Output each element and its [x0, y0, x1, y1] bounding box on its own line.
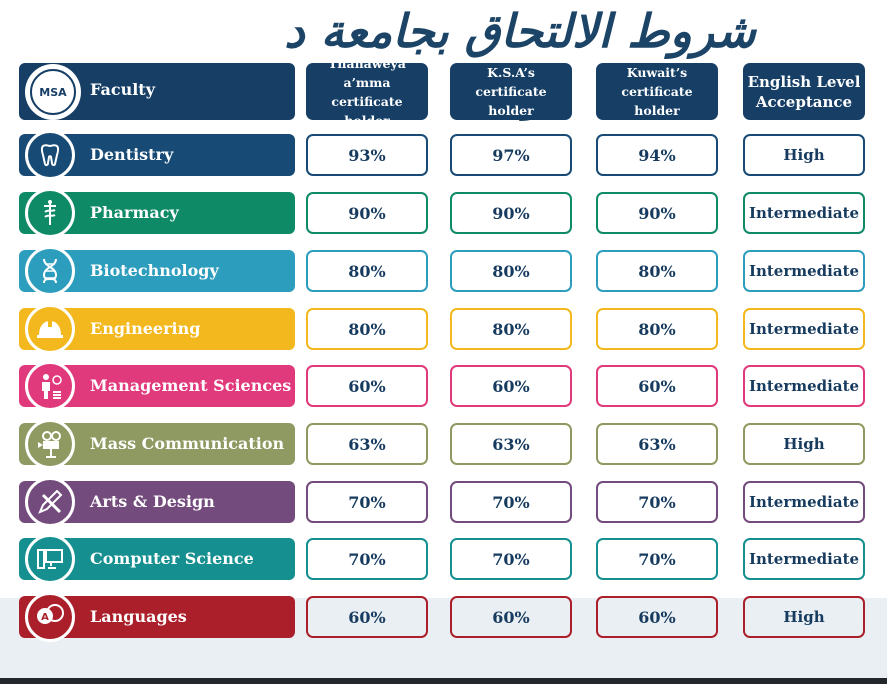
kuwait-cell: 70%: [596, 481, 718, 523]
thanaweya-header: Thanaweya a’mma certificate holder: [306, 56, 428, 128]
kuwait-cell: 70%: [596, 538, 718, 580]
computer-icon: [25, 534, 75, 584]
ksa-cell: 60%: [450, 596, 572, 638]
faculty-name: Languages: [90, 607, 187, 626]
faculty-name: Arts & Design: [90, 492, 215, 511]
page-title: شروط الالتحاق بجامعة د نوال: [284, 4, 756, 120]
hard-hat-icon: [25, 304, 75, 354]
kuwait-header: Kuwait’s certificate holder: [596, 63, 718, 120]
kuwait-cell: 90%: [596, 192, 718, 234]
english-cell: Intermediate: [743, 365, 865, 407]
kuwait-cell: 60%: [596, 596, 718, 638]
english-level-header: English Level Acceptance: [743, 63, 865, 120]
ksa-cell: 60%: [450, 365, 572, 407]
english-cell: High: [743, 423, 865, 465]
thanaweya-cell: 60%: [306, 365, 428, 407]
speech-bubbles-icon: A: [25, 592, 75, 642]
thanaweya-cell: 80%: [306, 308, 428, 350]
logo-text: MSA: [30, 69, 76, 115]
thanaweya-cell: 63%: [306, 423, 428, 465]
faculty-name: Dentistry: [90, 145, 174, 164]
bottom-bar: [0, 678, 887, 684]
pencil-brush-icon: [25, 477, 75, 527]
english-cell: Intermediate: [743, 192, 865, 234]
faculty-name: Engineering: [90, 319, 201, 338]
ksa-cell: 70%: [450, 538, 572, 580]
thanaweya-cell: 70%: [306, 481, 428, 523]
kuwait-cell: 60%: [596, 365, 718, 407]
english-cell: High: [743, 596, 865, 638]
msa-logo: MSA: [25, 64, 81, 120]
kuwait-cell: 63%: [596, 423, 718, 465]
ksa-header: K.S.A’s certificate holder: [450, 63, 572, 120]
ksa-cell: 80%: [450, 308, 572, 350]
businessman-icon: [25, 361, 75, 411]
ksa-cell: 97%: [450, 134, 572, 176]
ksa-cell: 80%: [450, 250, 572, 292]
ksa-cell: 70%: [450, 481, 572, 523]
kuwait-cell: 94%: [596, 134, 718, 176]
svg-text:A: A: [41, 612, 49, 623]
english-cell: Intermediate: [743, 308, 865, 350]
english-cell: Intermediate: [743, 538, 865, 580]
thanaweya-cell: 93%: [306, 134, 428, 176]
faculty-name: Management Sciences: [90, 376, 292, 395]
ksa-cell: 90%: [450, 192, 572, 234]
kuwait-cell: 80%: [596, 308, 718, 350]
dna-icon: [25, 246, 75, 296]
faculty-name: Pharmacy: [90, 203, 179, 222]
thanaweya-cell: 70%: [306, 538, 428, 580]
faculty-name: Biotechnology: [90, 261, 219, 280]
kuwait-cell: 80%: [596, 250, 718, 292]
faculty-name: Mass Communication: [90, 434, 285, 453]
english-cell: High: [743, 134, 865, 176]
thanaweya-cell: 80%: [306, 250, 428, 292]
thanaweya-cell: 60%: [306, 596, 428, 638]
tooth-icon: [25, 130, 75, 180]
faculty-header-label: Faculty: [90, 80, 155, 99]
faculty-name: Computer Science: [90, 549, 254, 568]
english-cell: Intermediate: [743, 250, 865, 292]
english-cell: Intermediate: [743, 481, 865, 523]
video-camera-icon: [25, 419, 75, 469]
caduceus-icon: [25, 188, 75, 238]
thanaweya-cell: 90%: [306, 192, 428, 234]
ksa-cell: 63%: [450, 423, 572, 465]
